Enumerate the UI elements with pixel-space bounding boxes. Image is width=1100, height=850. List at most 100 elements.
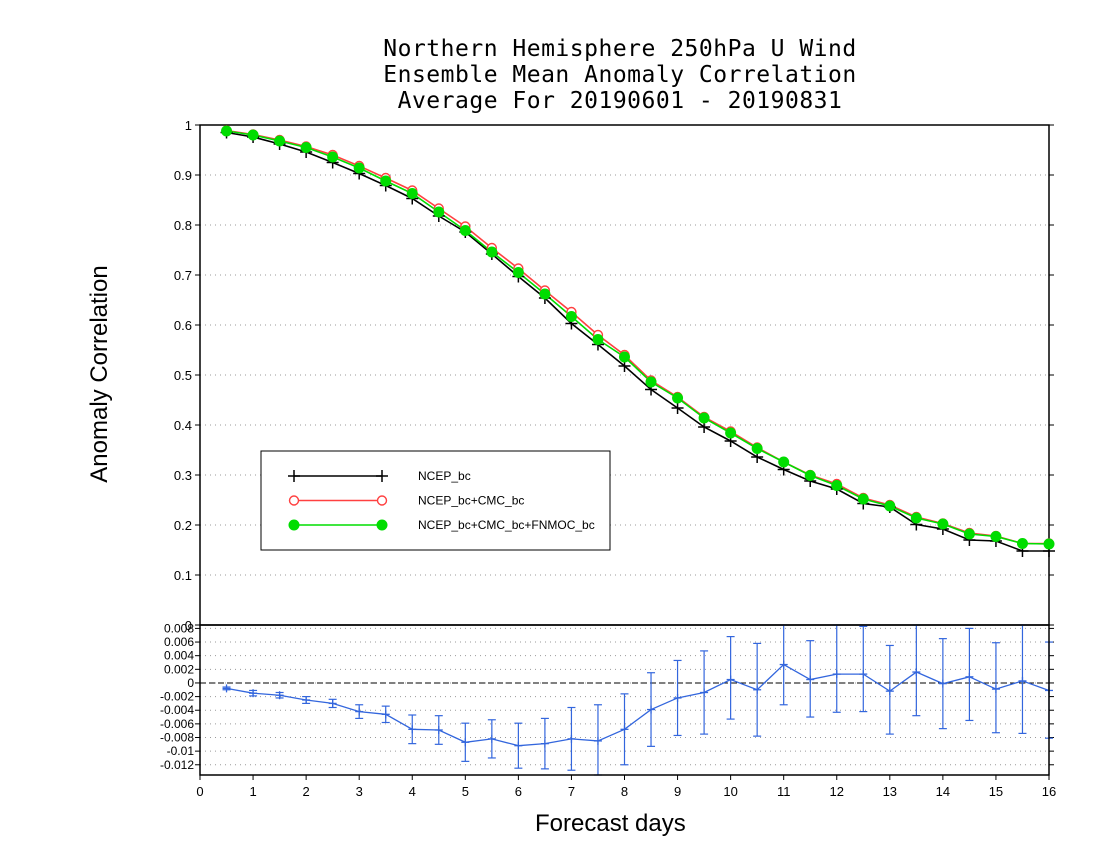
x-tick-label: 7 (568, 784, 575, 799)
y-tick-label-bottom: -0.004 (160, 703, 194, 717)
x-tick-label: 10 (723, 784, 737, 799)
data-point-filled-circle (592, 334, 604, 345)
data-point-filled-circle (300, 142, 312, 153)
data-point-filled-circle (1043, 538, 1055, 550)
y-tick-label-bottom: -0.002 (160, 690, 194, 704)
y-tick-label: 1 (185, 118, 192, 133)
y-tick-label-bottom: 0.002 (164, 662, 194, 676)
difference-point (593, 736, 602, 745)
data-point-filled-circle (247, 129, 259, 141)
y-tick-label: 0.1 (174, 568, 192, 583)
difference-point (726, 675, 735, 684)
error-bar (859, 625, 868, 713)
x-tick-label: 9 (674, 784, 681, 799)
difference-point (1018, 676, 1027, 685)
difference-point (938, 679, 947, 688)
data-point-filled-circle (274, 135, 286, 147)
data-point-filled-circle (831, 480, 843, 491)
difference-point (540, 739, 549, 748)
y-tick-label-bottom: -0.008 (160, 731, 194, 745)
x-tick-label: 13 (883, 784, 897, 799)
difference-point (647, 705, 656, 714)
y-tick-label: 0 (185, 618, 192, 633)
y-tick-label: 0.7 (174, 268, 192, 283)
data-point-filled-circle (406, 188, 418, 199)
chart-title-line-1: Northern Hemisphere 250hPa U Wind (383, 36, 857, 62)
difference-point (275, 691, 284, 700)
x-tick-label: 5 (462, 784, 469, 799)
difference-point (381, 710, 390, 719)
legend-label-0: NCEP_bc (418, 469, 471, 483)
difference-point (222, 684, 231, 693)
difference-point (328, 699, 337, 708)
data-point-plus (671, 402, 684, 414)
y-tick-label-bottom: 0.008 (164, 621, 194, 635)
data-point-filled-circle (565, 311, 577, 322)
difference-point (302, 696, 311, 704)
data-point-filled-circle (486, 246, 498, 258)
difference-point (859, 670, 868, 679)
difference-point (965, 672, 974, 681)
data-point-filled-circle (353, 162, 365, 174)
difference-point (700, 688, 709, 697)
difference-point (753, 685, 762, 694)
legend-marker-open-circle (376, 495, 388, 506)
difference-point (567, 734, 576, 743)
difference-point (408, 725, 417, 734)
difference-point (912, 668, 921, 677)
data-point-filled-circle (963, 528, 975, 540)
data-point-filled-circle (725, 427, 737, 439)
plot-frame-bottom (199, 624, 1050, 776)
data-point-filled-circle (459, 225, 471, 236)
data-point-filled-circle (221, 125, 233, 137)
difference-point (673, 693, 682, 702)
legend-marker-filled-circle (288, 519, 300, 531)
data-point-filled-circle (433, 206, 445, 218)
chart-title-line-2: Ensemble Mean Anomaly Correlation (383, 62, 857, 88)
legend-marker-open-circle (288, 495, 300, 506)
series-line-0 (226, 131, 1049, 552)
y-tick-label-bottom: -0.01 (167, 744, 195, 758)
difference-point (779, 660, 788, 669)
x-tick-label: 16 (1042, 784, 1056, 799)
data-point-filled-circle (937, 518, 949, 530)
difference-point (885, 687, 894, 696)
data-point-filled-circle (619, 351, 630, 363)
data-point-filled-circle (990, 531, 1002, 542)
difference-point (991, 685, 1000, 694)
data-point-filled-circle (698, 412, 710, 424)
x-tick-label: 11 (777, 784, 791, 799)
y-tick-label: 0.4 (174, 418, 192, 433)
x-tick-label: 14 (936, 784, 950, 799)
x-axis-label: Forecast days (535, 810, 686, 837)
difference-line (226, 663, 1050, 747)
data-point-filled-circle (751, 443, 763, 454)
data-point-filled-circle (539, 288, 551, 300)
difference-point (249, 689, 258, 698)
legend-label-2: NCEP_bc+CMC_bc+FNMOC_bc (418, 518, 595, 532)
difference-point (514, 741, 523, 750)
difference-point (806, 675, 815, 684)
y-tick-label: 0.9 (174, 168, 192, 183)
legend-label-1: NCEP_bc+CMC_bc (418, 494, 524, 508)
difference-point (355, 707, 364, 716)
y-tick-label-bottom: 0.006 (164, 635, 194, 649)
difference-point (487, 734, 496, 743)
legend-marker-filled-circle (376, 519, 388, 531)
data-point-filled-circle (672, 392, 684, 404)
y-tick-label-bottom: 0.004 (164, 649, 194, 663)
y-tick-label-bottom: 0 (187, 676, 194, 690)
y-tick-label-bottom: -0.006 (160, 717, 194, 731)
x-tick-label: 8 (621, 784, 628, 799)
x-tick-label: 3 (356, 784, 363, 799)
y-tick-label: 0.5 (174, 368, 192, 383)
x-tick-label: 0 (196, 784, 203, 799)
y-tick-label-bottom: -0.012 (160, 758, 194, 772)
data-point-filled-circle (884, 500, 896, 512)
x-tick-label: 6 (515, 784, 522, 799)
y-tick-label: 0.8 (174, 218, 192, 233)
data-point-filled-circle (910, 512, 922, 524)
y-tick-label: 0.2 (174, 518, 192, 533)
y-tick-label: 0.3 (174, 468, 192, 483)
